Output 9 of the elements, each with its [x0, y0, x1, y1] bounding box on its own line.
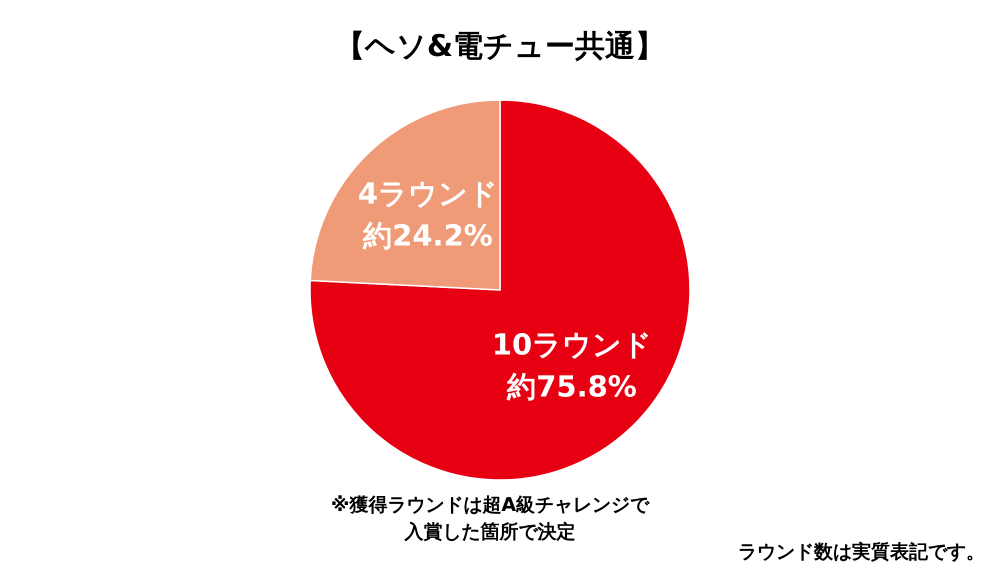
data-label: 約75.8% — [506, 370, 637, 404]
slice-label: 4ラウンド — [358, 176, 498, 210]
chart-title: 【ヘソ&電チュー共通】 — [334, 29, 666, 64]
text: ※獲得ラウンドは超A級チャレンジで — [330, 494, 650, 516]
pie-slice — [309, 99, 691, 480]
data-label: 約24.2% — [362, 218, 493, 252]
text: ラウンド数は実質表記です。 — [738, 541, 985, 563]
slice-label: 10ラウンド — [492, 328, 652, 362]
text: 入賞した箇所で決定 — [404, 521, 576, 543]
